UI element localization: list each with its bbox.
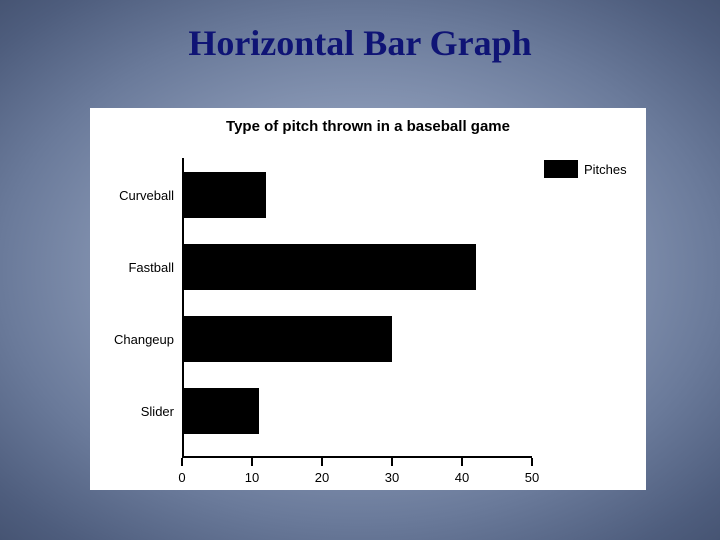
category-label: Changeup xyxy=(114,332,174,347)
slide-title: Horizontal Bar Graph xyxy=(0,22,720,64)
x-tick-label: 10 xyxy=(245,470,259,485)
x-tick xyxy=(251,458,253,466)
x-axis-line xyxy=(182,456,532,458)
chart-title: Type of pitch thrown in a baseball game xyxy=(90,118,646,135)
x-tick xyxy=(391,458,393,466)
category-label: Curveball xyxy=(119,188,174,203)
chart-panel: Type of pitch thrown in a baseball game … xyxy=(90,108,646,490)
x-tick xyxy=(181,458,183,466)
bar xyxy=(182,316,392,362)
x-tick-label: 40 xyxy=(455,470,469,485)
category-label: Fastball xyxy=(128,260,174,275)
x-tick-label: 30 xyxy=(385,470,399,485)
legend-label: Pitches xyxy=(584,162,627,177)
x-tick-label: 20 xyxy=(315,470,329,485)
x-tick xyxy=(461,458,463,466)
bar xyxy=(182,388,259,434)
plot-area: CurveballFastballChangeupSlider010203040… xyxy=(182,158,532,458)
x-tick-label: 0 xyxy=(178,470,185,485)
x-tick xyxy=(321,458,323,466)
x-tick-label: 50 xyxy=(525,470,539,485)
bar xyxy=(182,244,476,290)
bar xyxy=(182,172,266,218)
category-label: Slider xyxy=(141,404,174,419)
x-tick xyxy=(531,458,533,466)
legend-swatch xyxy=(544,160,578,178)
